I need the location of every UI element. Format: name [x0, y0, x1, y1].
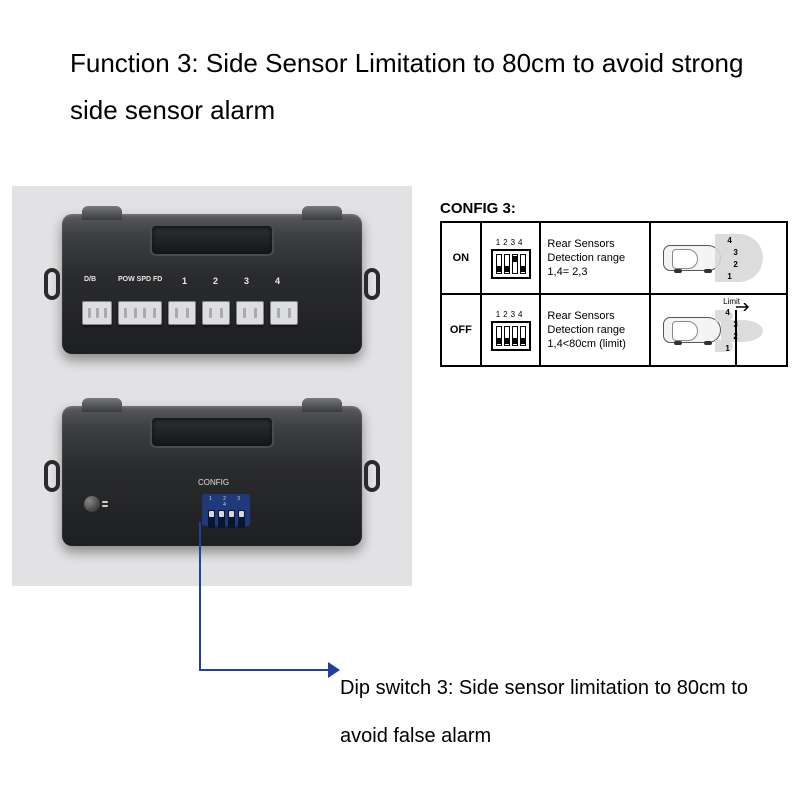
car-diagram-off: Limit 4 3 2 1 [651, 295, 786, 365]
page-title: Function 3: Side Sensor Limitation to 80… [70, 40, 760, 134]
product-photo: D/B POW SPD FD 1 2 3 4 CONFIG [12, 186, 412, 586]
sensor-4-connector [270, 301, 298, 325]
connector-row [82, 292, 342, 334]
lcd-window-rear [152, 418, 272, 446]
desc-on: Rear Sensors Detection range 1,4= 2,3 [541, 223, 650, 293]
adjustment-knob [84, 496, 100, 512]
config3-row-on: ON 1234 Rear Sensors Detection range 1,4… [442, 223, 786, 295]
config3-row-off: OFF 1234 Rear Sensors Detection range 1,… [442, 295, 786, 367]
car-icon [663, 245, 721, 271]
car-icon [663, 317, 721, 343]
config3-title: CONFIG 3: [440, 200, 788, 217]
desc-off: Rear Sensors Detection range 1,4<80cm (l… [541, 295, 650, 365]
state-label: OFF [442, 295, 482, 365]
car-diagram-on: 4 3 2 1 [651, 223, 786, 293]
db-connector [82, 301, 112, 325]
sensor-3-connector [236, 301, 264, 325]
dip-diagram-off: 1234 [482, 295, 542, 365]
config-dip-switches: 1 2 3 4 [202, 494, 250, 526]
control-unit-front: D/B POW SPD FD 1 2 3 4 [62, 214, 362, 354]
callout-text: Dip switch 3: Side sensor limitation to … [340, 664, 790, 760]
control-unit-rear: CONFIG 1 2 3 4 [62, 406, 362, 546]
trio-label: POW SPD FD [118, 276, 162, 283]
sensor-number-row: 1 2 3 4 [182, 276, 280, 286]
db-label: D/B [84, 276, 96, 283]
state-label: ON [442, 223, 482, 293]
sensor-1-connector [168, 301, 196, 325]
pow-spd-fd-connector [118, 301, 162, 325]
dip-diagram-on: 1234 [482, 223, 542, 293]
lcd-window [152, 226, 272, 254]
config-label: CONFIG [198, 478, 229, 487]
config3-table: CONFIG 3: ON 1234 Rear Sensors Detection… [440, 200, 788, 367]
sensor-2-connector [202, 301, 230, 325]
